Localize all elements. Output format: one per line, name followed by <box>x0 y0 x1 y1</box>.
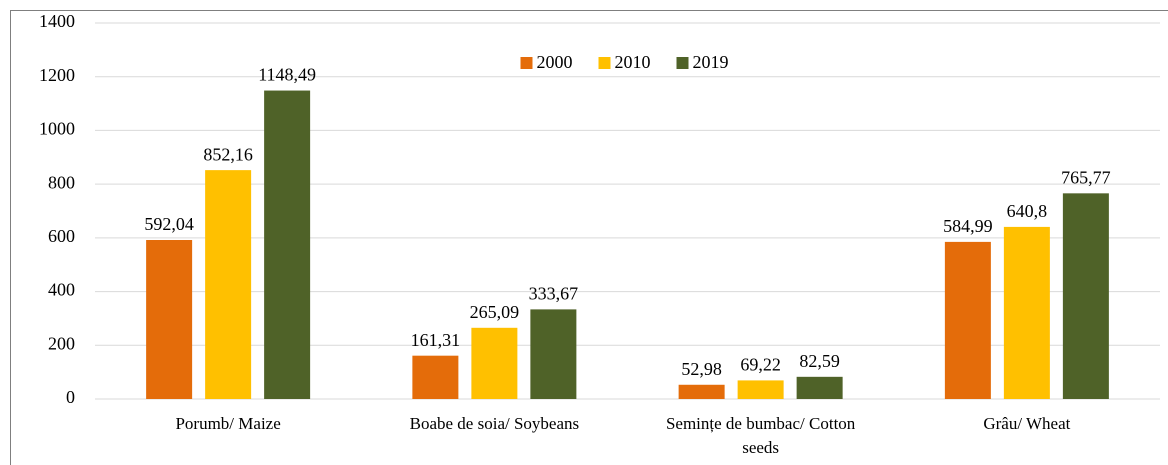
value-label: 584,99 <box>943 216 993 236</box>
bar <box>205 170 252 399</box>
x-tick-label: Semințe de bumbac/ Cotton seeds <box>665 414 856 457</box>
x-tick-label: Boabe de soia/ Soybeans <box>409 414 580 433</box>
chart-frame <box>10 10 1168 465</box>
legend-label: 2000 <box>537 52 573 72</box>
value-label: 592,04 <box>144 214 194 234</box>
x-tick-label: Grâu/ Wheat <box>983 414 1071 433</box>
value-label: 765,77 <box>1061 167 1111 187</box>
legend-label: 2019 <box>693 52 729 72</box>
y-tick-label: 200 <box>48 333 75 353</box>
y-tick-label: 1200 <box>39 65 75 85</box>
legend-label: 2010 <box>615 52 651 72</box>
value-label: 52,98 <box>681 359 722 379</box>
bar <box>264 90 311 399</box>
legend-swatch <box>598 57 611 69</box>
value-label: 1148,49 <box>258 65 316 85</box>
y-tick-label: 400 <box>48 280 75 300</box>
bar <box>796 376 843 399</box>
legend-swatch <box>676 57 689 69</box>
bar <box>471 327 518 399</box>
value-label: 69,22 <box>740 355 781 375</box>
value-label: 640,8 <box>1007 201 1048 221</box>
value-label: 82,59 <box>799 351 840 371</box>
y-tick-label: 800 <box>48 172 75 192</box>
bar <box>944 241 991 399</box>
bar <box>1062 193 1109 399</box>
value-label: 852,16 <box>203 144 253 164</box>
bar <box>412 355 459 399</box>
legend-swatch <box>520 57 533 69</box>
value-label: 161,31 <box>411 330 461 350</box>
y-tick-label: 0 <box>66 387 75 407</box>
value-label: 265,09 <box>470 302 520 322</box>
y-tick-label: 1000 <box>39 119 75 139</box>
bar <box>737 380 784 399</box>
bar <box>530 309 577 399</box>
y-tick-label: 1400 <box>39 11 75 31</box>
bar <box>146 239 193 399</box>
y-tick-label: 600 <box>48 226 75 246</box>
bar <box>678 384 725 399</box>
value-label: 333,67 <box>529 284 579 304</box>
bar <box>1003 226 1050 399</box>
x-tick-label: Porumb/ Maize <box>175 414 281 433</box>
